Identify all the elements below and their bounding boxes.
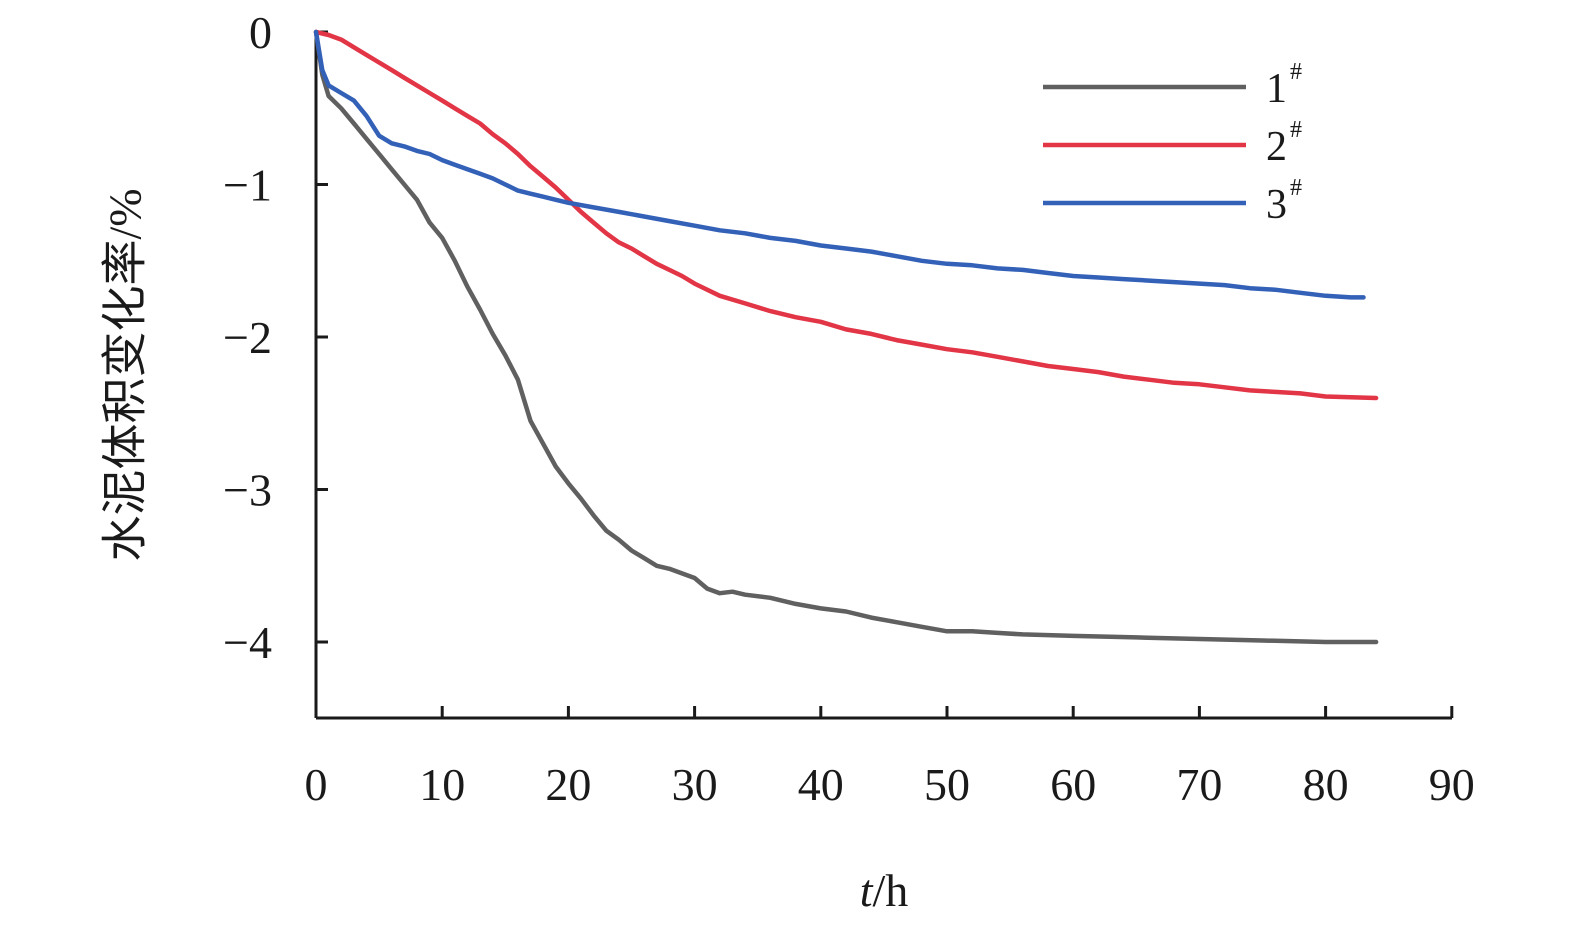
series-group <box>313 29 1379 645</box>
series-line-2 <box>313 29 1379 401</box>
x-axis-title-variable: t <box>860 865 874 916</box>
x-tick-label: 0 <box>305 759 328 810</box>
x-tick-label: 50 <box>924 759 970 810</box>
series-line-3 <box>313 29 1366 300</box>
y-tick-label: −4 <box>223 617 272 668</box>
x-tick-label: 70 <box>1176 759 1222 810</box>
x-tick-label: 10 <box>419 759 465 810</box>
series-line-1 <box>313 29 1379 645</box>
y-axis-title: 水泥体积变化率/% <box>100 188 151 561</box>
y-tick-label: −1 <box>223 160 272 211</box>
y-tick-label: −3 <box>223 465 272 516</box>
x-axis-title-unit: /h <box>873 865 909 916</box>
axes-group <box>314 30 1452 720</box>
y-tick-label: −2 <box>223 312 272 363</box>
x-tick-label: 40 <box>798 759 844 810</box>
legend-label-sup-2: # <box>1290 117 1302 143</box>
legend: 1 #2 #3 # <box>1043 59 1302 228</box>
legend-label-sup-1: # <box>1290 59 1302 85</box>
x-tick-label: 30 <box>672 759 718 810</box>
legend-label-sup-3: # <box>1290 175 1302 201</box>
x-tick-label: 90 <box>1429 759 1475 810</box>
x-tick-label: 60 <box>1050 759 1096 810</box>
legend-label-1: 1 <box>1266 66 1287 112</box>
x-tick-group: 0 10 20 30 40 50 60 70 80 90 <box>305 706 1475 810</box>
x-tick-label: 20 <box>545 759 591 810</box>
legend-label-2: 2 <box>1266 124 1287 170</box>
y-tick-group: 0 −1 −2 −3 −4 <box>223 7 328 668</box>
y-tick-label: 0 <box>249 7 272 58</box>
x-axis-title: t/h <box>860 865 909 916</box>
x-tick-label: 80 <box>1303 759 1349 810</box>
legend-label-3: 3 <box>1266 182 1287 228</box>
